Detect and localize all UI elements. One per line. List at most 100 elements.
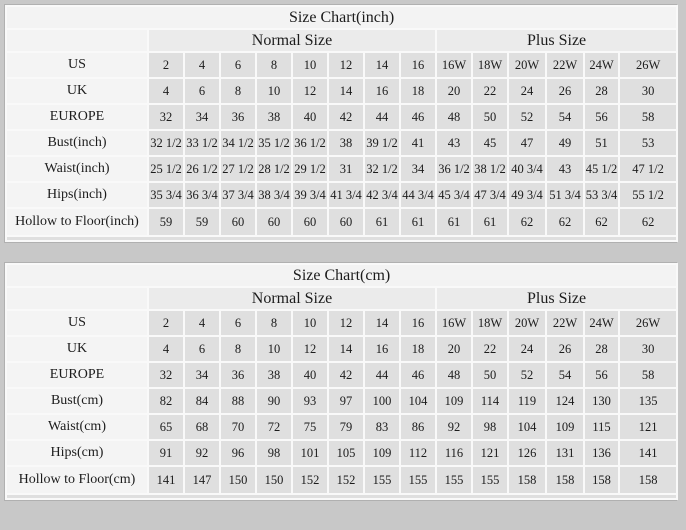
table-row: Waist(cm) 65 68 70 72 75 79 83 86 92 98 104 109 115 12…	[5, 413, 679, 441]
size-value-cell: 62	[583, 207, 620, 237]
size-value-cell: 12	[327, 309, 365, 337]
size-value-cell: 38	[255, 361, 293, 389]
size-value-cell: 43	[545, 155, 585, 183]
size-value-cell: 147	[183, 465, 221, 495]
table-row: EUROPE 32 34 36 38 40 42 44 46 48 50 52 54 56 58	[5, 361, 679, 389]
size-value-cell: 8	[255, 51, 293, 79]
size-value-cell: 34 1/2	[219, 129, 257, 157]
spacer-cell	[4, 235, 679, 242]
size-value-cell: 29 1/2	[291, 155, 329, 183]
size-value-cell: 126	[507, 439, 547, 467]
size-value-cell: 45	[471, 129, 509, 157]
size-value-cell: 40 3/4	[507, 155, 547, 183]
size-value-cell: 34	[399, 155, 437, 183]
size-value-cell: 61	[399, 207, 437, 237]
size-value-cell: 35 3/4	[147, 181, 185, 209]
size-value-cell: 51	[583, 129, 620, 157]
size-value-cell: 60	[219, 207, 257, 237]
row-label: US	[5, 51, 149, 79]
size-value-cell: 12	[291, 335, 329, 363]
size-value-cell: 26	[545, 335, 585, 363]
size-value-cell: 61	[471, 207, 509, 237]
size-value-cell: 36 1/2	[435, 155, 473, 183]
size-value-cell: 20	[435, 77, 473, 105]
table-row: Bust(cm) 82 84 88 90 93 97 100 104 109 114 119 124 13…	[5, 387, 679, 415]
spacer-cell	[4, 493, 679, 500]
size-value-cell: 47 1/2	[617, 155, 679, 183]
size-value-cell: 56	[583, 103, 620, 131]
size-value-cell: 116	[435, 439, 473, 467]
size-value-cell: 61	[435, 207, 473, 237]
size-value-cell: 83	[363, 413, 401, 441]
size-value-cell: 72	[255, 413, 293, 441]
size-value-cell: 8	[219, 77, 257, 105]
size-value-cell: 4	[147, 335, 185, 363]
size-value-cell: 36	[219, 361, 257, 389]
size-value-cell: 26	[545, 77, 585, 105]
size-value-cell: 47	[507, 129, 547, 157]
row-label: UK	[5, 77, 149, 105]
table-row: EUROPE 32 34 36 38 40 42 44 46 48 50 52 54 56 58	[5, 103, 679, 131]
size-value-cell: 33 1/2	[183, 129, 221, 157]
size-value-cell: 79	[327, 413, 365, 441]
size-value-cell: 155	[399, 465, 437, 495]
size-value-cell: 114	[471, 387, 509, 415]
normal-size-header: Normal Size	[147, 28, 437, 53]
size-value-cell: 158	[583, 465, 620, 495]
size-value-cell: 55 1/2	[617, 181, 679, 209]
table-bottom-spacer	[4, 493, 679, 500]
size-value-cell: 32 1/2	[147, 129, 185, 157]
table-row: Waist(inch) 25 1/2 26 1/2 27 1/2 28 1/2 29 1/…	[5, 155, 679, 183]
size-value-cell: 98	[255, 439, 293, 467]
size-value-cell: 45 1/2	[583, 155, 620, 183]
normal-size-header: Normal Size	[147, 286, 437, 311]
size-value-cell: 155	[471, 465, 509, 495]
table-row: Hollow to Floor(inch) 59 59 60 60 60 60 61 61 61 6…	[5, 207, 679, 237]
size-value-cell: 115	[583, 413, 620, 441]
size-value-cell: 98	[471, 413, 509, 441]
size-value-cell: 88	[219, 387, 257, 415]
size-value-cell: 100	[363, 387, 401, 415]
size-value-cell: 16	[399, 51, 437, 79]
size-value-cell: 155	[435, 465, 473, 495]
size-value-cell: 2	[147, 309, 185, 337]
size-value-cell: 6	[219, 51, 257, 79]
table-title: Size Chart(inch)	[4, 5, 679, 30]
size-value-cell: 46	[399, 103, 437, 131]
size-value-cell: 62	[545, 207, 585, 237]
size-value-cell: 44	[363, 103, 401, 131]
size-chart-inch: Size Chart(inch) Normal Size Plus Size U…	[4, 4, 679, 243]
size-value-cell: 50	[471, 103, 509, 131]
size-value-cell: 152	[291, 465, 329, 495]
size-value-cell: 58	[617, 361, 679, 389]
size-value-cell: 49	[545, 129, 585, 157]
size-value-cell: 60	[255, 207, 293, 237]
size-value-cell: 39 3/4	[291, 181, 329, 209]
row-label: EUROPE	[5, 361, 149, 389]
size-value-cell: 2	[147, 51, 185, 79]
size-value-cell: 42	[327, 361, 365, 389]
size-value-cell: 109	[363, 439, 401, 467]
size-value-cell: 18W	[471, 51, 509, 79]
size-value-cell: 48	[435, 361, 473, 389]
size-value-cell: 10	[291, 309, 329, 337]
size-value-cell: 16	[363, 77, 401, 105]
size-value-cell: 38 3/4	[255, 181, 293, 209]
size-value-cell: 14	[363, 309, 401, 337]
size-value-cell: 53	[617, 129, 679, 157]
size-value-cell: 158	[507, 465, 547, 495]
table-row: US 2 4 6 8 10 12 14 16 16W 18W 20W 22W 24W 26W	[5, 309, 679, 337]
table-row: UK 4 6 8 10 12 14 16 18 20 22 24 26 28 30	[5, 335, 679, 363]
size-value-cell: 136	[583, 439, 620, 467]
size-value-cell: 135	[617, 387, 679, 415]
size-value-cell: 42	[327, 103, 365, 131]
size-value-cell: 31	[327, 155, 365, 183]
size-value-cell: 41	[399, 129, 437, 157]
size-value-cell: 93	[291, 387, 329, 415]
size-value-cell: 101	[291, 439, 329, 467]
size-value-cell: 22W	[545, 51, 585, 79]
size-value-cell: 92	[183, 439, 221, 467]
row-label: Bust(cm)	[5, 387, 149, 415]
size-value-cell: 92	[435, 413, 473, 441]
size-value-cell: 8	[219, 335, 257, 363]
